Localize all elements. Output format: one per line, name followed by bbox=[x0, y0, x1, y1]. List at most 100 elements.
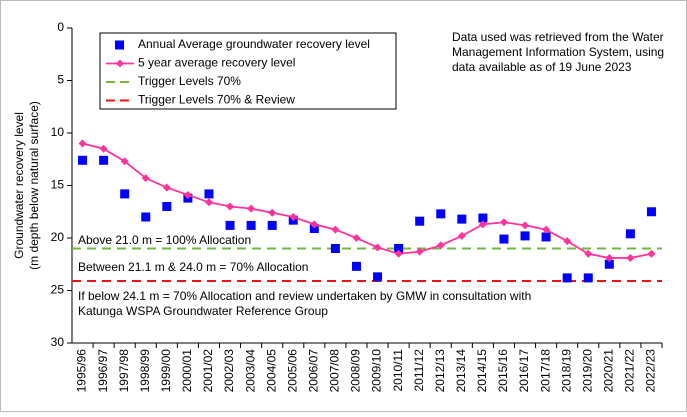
diamond-marker bbox=[289, 213, 298, 221]
square-marker bbox=[141, 212, 151, 222]
x-tick-label: 2001/02 bbox=[201, 349, 215, 393]
x-tick-label: 1999/00 bbox=[159, 349, 173, 393]
x-tick-label: 2010/11 bbox=[391, 349, 405, 392]
y-tick-label: 25 bbox=[51, 283, 65, 297]
x-tick-label: 2018/19 bbox=[559, 349, 573, 393]
x-tick-label: 2021/22 bbox=[623, 349, 637, 393]
diamond-marker bbox=[521, 221, 530, 230]
diamond-marker bbox=[605, 253, 614, 262]
legend-marker bbox=[116, 59, 124, 68]
legend-label: Trigger Levels 70% bbox=[138, 74, 241, 88]
y-axis-label: Groundwater recovery level bbox=[12, 112, 26, 259]
y-tick-label: 10 bbox=[51, 125, 65, 139]
note: data available as of 19 June 2023 bbox=[452, 60, 632, 74]
square-marker bbox=[309, 224, 319, 234]
square-marker bbox=[499, 234, 509, 244]
annotation: If below 24.1 m = 70% Allocation and rev… bbox=[78, 289, 531, 303]
diamond-marker bbox=[394, 249, 403, 258]
legend-label: 5 year average recovery level bbox=[138, 56, 295, 70]
square-marker bbox=[225, 220, 235, 230]
square-marker bbox=[562, 273, 572, 283]
square-marker bbox=[457, 214, 467, 224]
diamond-marker bbox=[436, 241, 445, 250]
square-marker bbox=[520, 231, 530, 241]
square-marker bbox=[541, 232, 551, 242]
square-marker bbox=[646, 207, 656, 217]
x-tick-label: 1996/97 bbox=[96, 349, 110, 393]
y-tick-label: 20 bbox=[51, 230, 65, 244]
square-marker bbox=[267, 220, 277, 230]
diamond-marker bbox=[183, 190, 192, 199]
x-tick-label: 2004/05 bbox=[264, 349, 278, 393]
square-marker bbox=[415, 216, 425, 226]
x-tick-label: 1998/99 bbox=[138, 349, 152, 393]
x-tick-label: 2017/18 bbox=[538, 349, 552, 393]
diamond-marker bbox=[626, 253, 635, 262]
y-tick-label: 30 bbox=[51, 335, 65, 349]
square-marker bbox=[246, 220, 256, 230]
square-marker bbox=[478, 213, 488, 223]
diamond-marker bbox=[415, 247, 424, 256]
x-tick-label: 2000/01 bbox=[180, 349, 194, 393]
diamond-marker bbox=[78, 139, 87, 148]
annotation: Above 21.0 m = 100% Allocation bbox=[78, 233, 251, 247]
diamond-marker bbox=[99, 144, 108, 153]
diamond-marker bbox=[247, 204, 256, 213]
y-tick-label: 15 bbox=[51, 178, 65, 192]
square-marker bbox=[162, 202, 172, 211]
legend-box bbox=[99, 32, 397, 110]
diamond-marker bbox=[268, 208, 277, 217]
square-marker bbox=[625, 229, 635, 239]
x-tick-label: 2014/15 bbox=[475, 349, 489, 393]
square-marker bbox=[99, 155, 109, 165]
note: Management Information System, using bbox=[452, 45, 664, 59]
square-marker bbox=[436, 209, 446, 219]
square-marker bbox=[351, 261, 361, 271]
y-axis-label: (m depth below natural surface) bbox=[27, 101, 41, 270]
diamond-marker bbox=[310, 220, 319, 229]
square-marker bbox=[330, 244, 340, 253]
square-marker bbox=[78, 155, 88, 165]
x-tick-label: 2008/09 bbox=[349, 349, 363, 393]
square-marker bbox=[120, 189, 130, 199]
y-tick-label: 0 bbox=[57, 20, 64, 34]
x-tick-label: 1995/96 bbox=[75, 349, 89, 393]
diamond-marker bbox=[120, 157, 129, 166]
x-tick-label: 1997/98 bbox=[117, 349, 131, 393]
diamond-marker bbox=[204, 198, 213, 207]
diamond-marker bbox=[542, 225, 551, 234]
diamond-marker bbox=[457, 231, 466, 240]
legend-label: Annual Average groundwater recovery leve… bbox=[138, 37, 370, 51]
diamond-marker bbox=[563, 237, 572, 246]
diamond-marker bbox=[162, 183, 171, 192]
square-marker bbox=[604, 259, 614, 269]
x-tick-label: 2016/17 bbox=[517, 349, 531, 393]
legend-label: Trigger Levels 70% & Review bbox=[138, 93, 295, 107]
diamond-marker bbox=[331, 225, 340, 234]
annotation: Between 21.1 m & 24.0 m = 70% Allocation bbox=[78, 260, 308, 274]
annotation: Katunga WSPA Groundwater Reference Group bbox=[78, 304, 328, 318]
x-tick-label: 2007/08 bbox=[328, 349, 342, 393]
x-tick-label: 2002/03 bbox=[222, 349, 236, 393]
diamond-marker bbox=[499, 218, 508, 227]
diamond-marker bbox=[584, 249, 593, 258]
x-tick-label: 2005/06 bbox=[285, 349, 299, 393]
x-tick-label: 2015/16 bbox=[496, 349, 510, 393]
diamond-marker bbox=[478, 220, 487, 229]
square-marker bbox=[583, 273, 593, 283]
series-line bbox=[82, 142, 652, 259]
x-tick-label: 2003/04 bbox=[243, 349, 257, 393]
x-tick-label: 2019/20 bbox=[580, 349, 594, 393]
x-tick-label: 2011/12 bbox=[412, 349, 426, 392]
diamond-marker bbox=[373, 243, 382, 252]
square-marker bbox=[373, 272, 383, 282]
diamond-marker bbox=[352, 234, 361, 242]
diamond-marker bbox=[647, 249, 656, 258]
x-tick-label: 2006/07 bbox=[306, 349, 320, 393]
x-tick-label: 2020/21 bbox=[601, 349, 615, 393]
x-tick-label: 2012/13 bbox=[433, 349, 447, 393]
square-marker bbox=[394, 244, 404, 253]
square-marker bbox=[204, 189, 214, 199]
x-tick-label: 2022/23 bbox=[644, 349, 658, 393]
